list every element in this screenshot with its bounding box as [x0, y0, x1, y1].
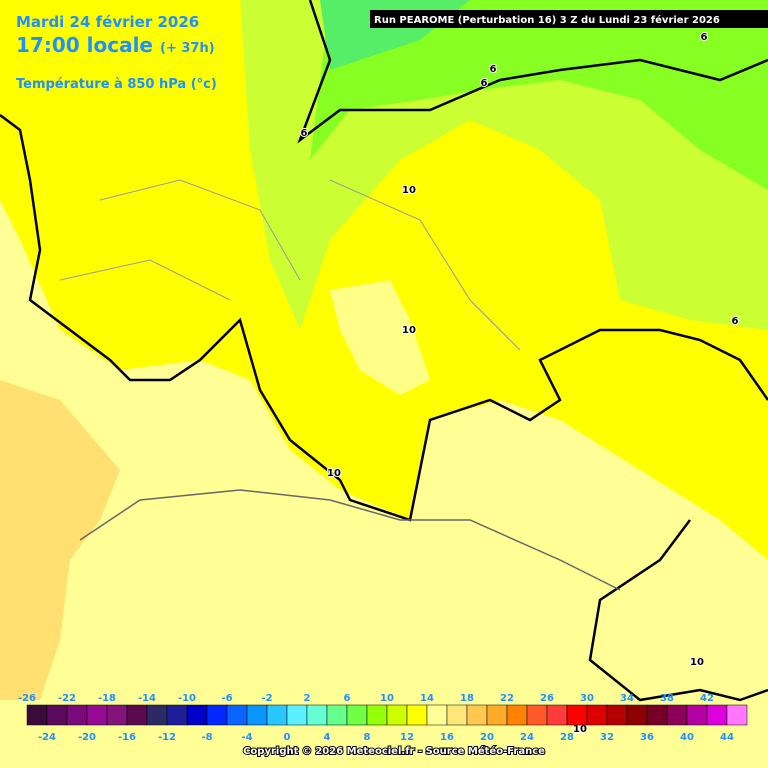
scale-label-top: 22 [500, 693, 514, 704]
contour-label: 6 [732, 316, 739, 327]
contour-10-south [588, 519, 768, 702]
run-info: Run PEAROME (Perturbation 16) 3 Z du Lun… [374, 14, 720, 26]
contour-label: 10 [402, 325, 416, 336]
scale-swatch [546, 704, 568, 726]
contour-label: 10 [402, 185, 416, 196]
scale-label-top: 14 [420, 693, 434, 704]
scale-swatch [66, 704, 88, 726]
scale-swatch [386, 704, 408, 726]
scale-label-bottom: 36 [640, 732, 654, 743]
scale-swatch [646, 704, 668, 726]
scale-label-bottom: 24 [520, 732, 534, 743]
parameter: Température à 850 hPa (°c) [16, 77, 217, 92]
scale-swatch [586, 704, 608, 726]
scale-swatch [46, 704, 68, 726]
copyright: Copyright © 2026 Meteociel.fr - Source M… [243, 745, 545, 757]
scale-swatch [266, 704, 288, 726]
contour-label: 6 [490, 64, 497, 75]
scale-label-bottom: 0 [284, 732, 291, 743]
scale-label-bottom: 16 [440, 732, 454, 743]
scale-swatch [326, 704, 348, 726]
scale-swatch [666, 704, 688, 726]
scale-label-top: 34 [620, 693, 634, 704]
scale-swatch [306, 704, 328, 726]
contour-label: 10 [573, 724, 587, 735]
scale-label-bottom: 28 [560, 732, 574, 743]
warm-pocket [330, 280, 430, 395]
contour-label: 6 [301, 128, 308, 139]
scale-label-top: 6 [344, 693, 351, 704]
run-banner [370, 10, 768, 28]
scale-label-bottom: 20 [480, 732, 494, 743]
scale-label-top: -26 [18, 693, 36, 704]
scale-swatch [86, 704, 108, 726]
scale-swatch [626, 704, 648, 726]
scale-label-top: 30 [580, 693, 594, 704]
time: 17:00 locale [16, 33, 153, 57]
scale-swatch [486, 704, 508, 726]
scale-swatch [226, 704, 248, 726]
scale-label-bottom: 12 [400, 732, 414, 743]
scale-swatch [186, 704, 208, 726]
scale-label-bottom: 8 [364, 732, 371, 743]
date: Mardi 24 février 2026 [16, 13, 199, 31]
scale-swatch [346, 704, 368, 726]
scale-swatch [106, 704, 128, 726]
scale-label-top: -10 [178, 693, 196, 704]
scale-swatch [706, 704, 728, 726]
scale-label-bottom: 44 [720, 732, 734, 743]
scale-label-top: 10 [380, 693, 394, 704]
scale-label-top: -14 [138, 693, 156, 704]
scale-label-bottom: -20 [78, 732, 96, 743]
scale-swatch [606, 704, 628, 726]
scale-label-top: 2 [304, 693, 311, 704]
scale-swatch [446, 704, 468, 726]
scale-swatch [206, 704, 228, 726]
scale-label-bottom: -4 [241, 732, 252, 743]
scale-label-bottom: -8 [201, 732, 212, 743]
contour-label: 6 [481, 78, 488, 89]
scale-swatch [286, 704, 308, 726]
scale-label-top: 26 [540, 693, 554, 704]
scale-swatch [366, 704, 388, 726]
coastline [79, 489, 621, 591]
scale-swatch [126, 704, 148, 726]
scale-swatch [526, 704, 548, 726]
lead-time: (+ 37h) [160, 41, 215, 56]
scale-swatch [566, 704, 588, 726]
scale-label-bottom: -12 [158, 732, 176, 743]
scale-swatch [466, 704, 488, 726]
scale-swatch [506, 704, 528, 726]
scale-label-top: -18 [98, 693, 116, 704]
scale-swatch [146, 704, 168, 726]
scale-swatch [406, 704, 428, 726]
contour-label: 10 [327, 468, 341, 479]
contour-label: 6 [701, 32, 708, 43]
scale-label-top: 42 [700, 693, 714, 704]
scale-swatch [246, 704, 268, 726]
contour-6 [297, 0, 768, 144]
green-area [310, 0, 768, 190]
borders [59, 179, 521, 351]
contour-10 [0, 114, 768, 522]
contour-label: 10 [690, 657, 704, 668]
scale-label-top: -2 [261, 693, 272, 704]
scale-swatch [726, 704, 748, 726]
scale-label-top: -6 [221, 693, 232, 704]
scale-swatch [166, 704, 188, 726]
scale-label-bottom: 4 [324, 732, 331, 743]
scale-label-top: 38 [660, 693, 674, 704]
scale-swatch [686, 704, 708, 726]
scale-label-bottom: 32 [600, 732, 614, 743]
scale-label-bottom: 40 [680, 732, 694, 743]
warm-area [0, 380, 120, 700]
scale-label-bottom: -24 [38, 732, 56, 743]
scale-label-top: -22 [58, 693, 76, 704]
scale-swatch [426, 704, 448, 726]
scale-label-bottom: -16 [118, 732, 136, 743]
scale-label-top: 18 [460, 693, 474, 704]
scale-swatch [26, 704, 48, 726]
